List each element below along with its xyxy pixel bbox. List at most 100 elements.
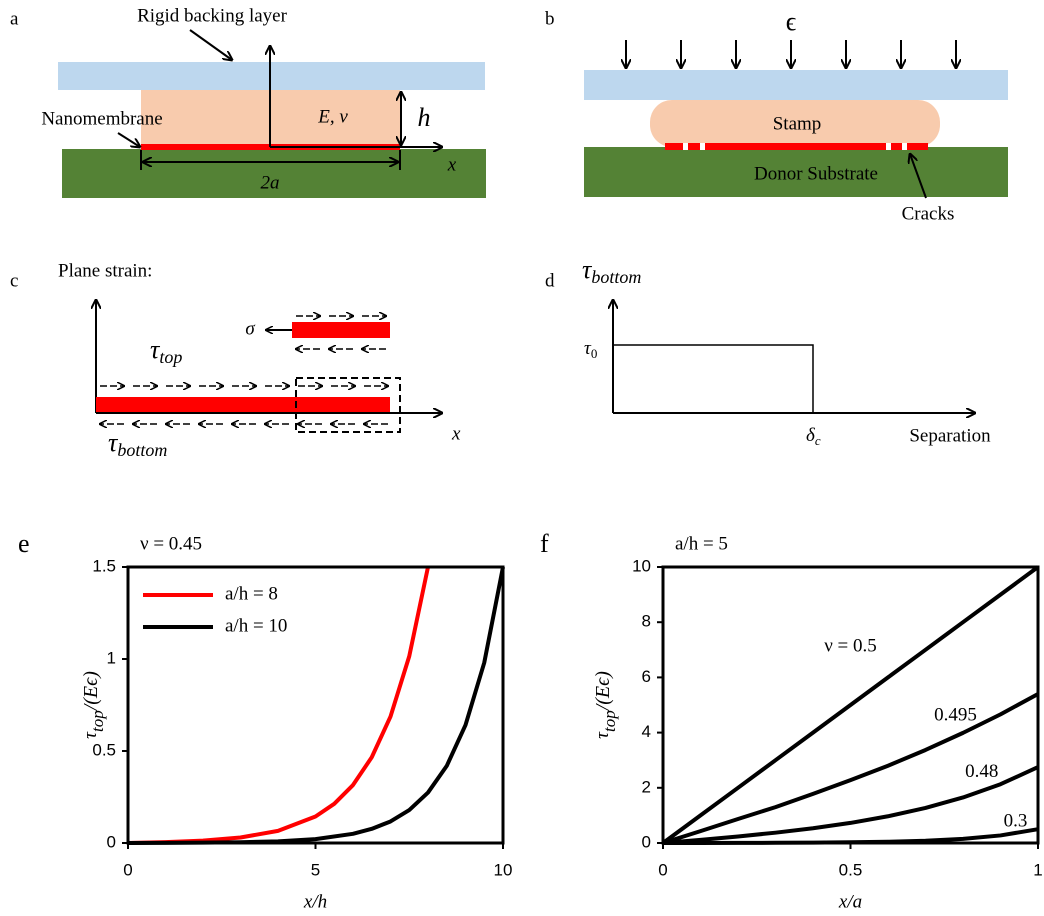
symbol: τ <box>584 338 592 359</box>
series-label: 0.48 <box>965 761 998 782</box>
label: τbottom <box>108 428 167 460</box>
label: Rigid backing layer <box>137 5 288 26</box>
y-tick-label: 8 <box>642 612 651 631</box>
x-axis-label: x/a <box>838 891 862 912</box>
symbol: τ <box>582 255 593 284</box>
series-label: 0.495 <box>934 704 977 725</box>
pointer <box>910 154 927 199</box>
detail-box <box>295 377 401 433</box>
x-tick-label: 0 <box>123 860 132 879</box>
label: Separation <box>909 425 991 446</box>
pointer <box>189 29 232 60</box>
panel-label: f <box>540 529 549 558</box>
y-tick-label: 0 <box>642 832 651 851</box>
traction-law <box>613 344 814 413</box>
y-tick-label: 10 <box>632 556 651 575</box>
y-tick-label: 1 <box>107 648 116 667</box>
x-tick-label: 1 <box>1033 860 1042 879</box>
crack <box>902 143 907 150</box>
x-tick-label: 0.5 <box>839 860 863 879</box>
subscript: bottom <box>117 440 167 460</box>
label: τbottom <box>582 255 641 287</box>
panel-b: b ϵ Stamp Donor Substrate Cracks <box>545 7 1008 224</box>
crack <box>683 143 688 150</box>
label: x <box>447 154 457 175</box>
subscript: 0 <box>591 346 598 361</box>
label-tail: /(Eϵ) <box>80 671 102 711</box>
y-tick-label: 4 <box>642 722 651 741</box>
nanomembrane <box>96 397 390 412</box>
series-line <box>127 566 505 845</box>
label: x <box>451 423 461 444</box>
x-tick-label: 5 <box>311 860 320 879</box>
x-axis-label: x/h <box>303 891 327 912</box>
panel-c: c Plane strain: σ τtop τbottom x <box>10 260 461 460</box>
y-tick-label: 1.5 <box>92 556 116 575</box>
chart-title: a/h = 5 <box>675 533 728 554</box>
panel-a: a Rigid backing layer Nanomembrane E, ν … <box>10 5 486 198</box>
subscript: bottom <box>591 267 641 287</box>
backing-layer <box>584 70 1008 100</box>
subscript: top <box>600 710 619 732</box>
series-label: ν = 0.5 <box>824 635 877 656</box>
pointer <box>117 132 140 147</box>
y-tick-label: 0.5 <box>92 740 116 759</box>
stamp <box>650 100 940 147</box>
symbol: τ <box>592 731 613 739</box>
nanomembrane-piece <box>292 322 390 338</box>
label: Nanomembrane <box>41 108 162 129</box>
label: 2a <box>261 172 280 193</box>
plot-frame <box>126 565 505 845</box>
panel-label: a <box>10 8 19 29</box>
substrate <box>584 147 1008 197</box>
panel-label: c <box>10 270 18 291</box>
y-tick-label: 2 <box>642 777 651 796</box>
symbol: τ <box>108 428 119 457</box>
panel-d: d τbottom τ0 δc Separation <box>545 255 991 448</box>
series-line <box>662 692 1039 845</box>
series-line <box>662 765 1039 845</box>
x-tick-label: 10 <box>494 860 513 879</box>
subscript: top <box>88 710 107 732</box>
label: h <box>418 103 431 132</box>
series-line <box>127 566 430 845</box>
label: Cracks <box>902 203 955 224</box>
series-label: 0.3 <box>1004 811 1028 832</box>
series-line <box>661 565 1040 845</box>
y-tick-label: 6 <box>642 667 651 686</box>
y-tick-label: 0 <box>107 832 116 851</box>
y-axis-label: τtop/(Eϵ) <box>592 671 619 739</box>
label: Stamp <box>773 113 822 134</box>
crack <box>700 143 705 150</box>
label: τtop <box>150 335 182 367</box>
crack <box>886 143 891 150</box>
symbol: τ <box>80 731 101 739</box>
label: E, ν <box>317 106 348 127</box>
label: Donor Substrate <box>754 163 878 184</box>
series-line <box>662 827 1039 845</box>
chart-title: ν = 0.45 <box>140 533 202 554</box>
panel-label: e <box>18 529 30 558</box>
label-tail: /(Eϵ) <box>592 671 614 711</box>
label: τ0 <box>584 338 597 361</box>
subscript: c <box>815 433 821 448</box>
legend-label: a/h = 8 <box>225 583 278 604</box>
label: σ <box>245 318 255 339</box>
symbol: τ <box>150 335 161 364</box>
nanomembrane <box>665 143 928 150</box>
shear-arrows <box>100 316 388 424</box>
backing-layer <box>58 62 485 90</box>
label: ϵ <box>786 7 797 36</box>
label: Plane strain: <box>58 260 152 281</box>
load-arrows <box>626 40 956 68</box>
panel-label: d <box>545 270 555 291</box>
legend-label: a/h = 10 <box>225 615 287 636</box>
plot-frame <box>661 565 1040 845</box>
y-axis-label: τtop/(Eϵ) <box>80 671 107 739</box>
subscript: top <box>159 347 182 367</box>
panel-label: b <box>545 8 555 29</box>
symbol: δ <box>806 425 816 446</box>
x-tick-label: 0 <box>658 860 667 879</box>
